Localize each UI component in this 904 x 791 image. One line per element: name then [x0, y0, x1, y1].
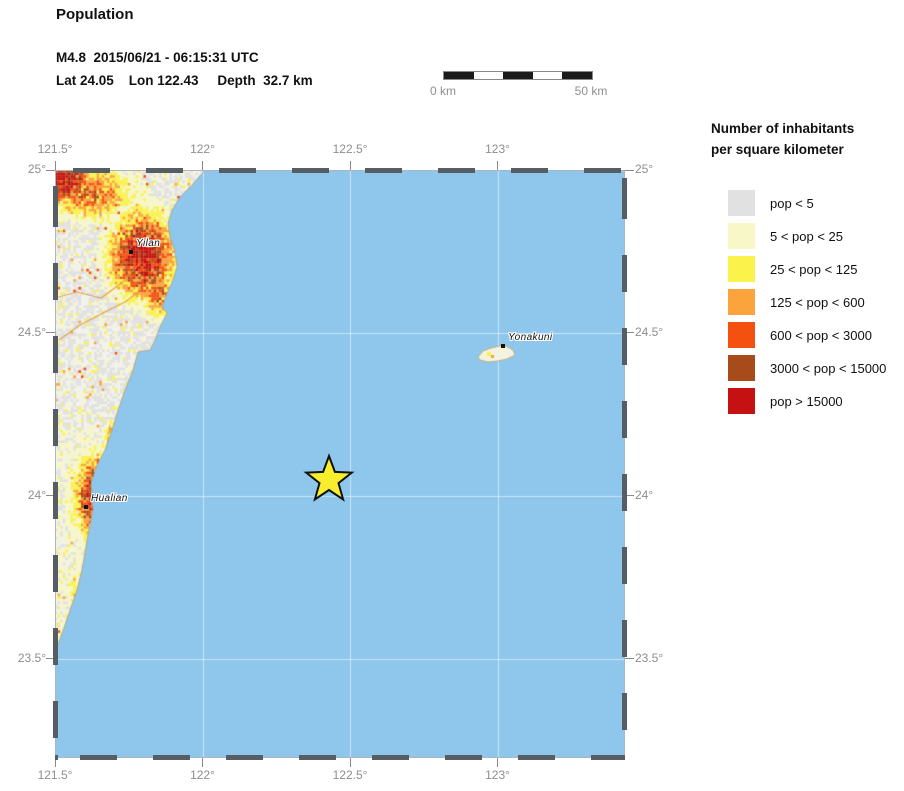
page-title: Population [56, 6, 134, 23]
lon-label-bottom: 122° [190, 768, 215, 782]
legend-color-swatch [728, 388, 755, 414]
epicenter-star-icon [303, 452, 355, 502]
legend-row: 5 < pop < 25 [728, 223, 886, 249]
legend-range-label: 25 < pop < 125 [770, 261, 858, 277]
legend-range-label: 3000 < pop < 15000 [770, 360, 887, 376]
lon-label-top: 123° [485, 142, 510, 156]
lon-label-bottom: 122.5° [332, 768, 368, 782]
legend-row: 600 < pop < 3000 [728, 322, 886, 348]
lon-tick [54, 758, 56, 767]
legend-range-label: 5 < pop < 25 [770, 228, 844, 244]
legend-color-swatch [728, 289, 755, 315]
lat-label-left: 24° [27, 487, 46, 502]
city-label-yonakuni: Yonakuni [508, 332, 553, 343]
lon-label-top: 121.5° [37, 142, 73, 156]
lat-tick [46, 658, 55, 660]
event-magnitude-time: M4.8 2015/06/21 - 06:15:31 UTC [56, 50, 259, 65]
lat-tick [46, 332, 55, 334]
legend-range-label: 125 < pop < 600 [770, 294, 865, 310]
lat-label-right: 23.5° [635, 650, 664, 665]
lat-label-left: 23.5° [17, 650, 46, 665]
legend-range-label: pop > 15000 [770, 393, 843, 409]
lat-tick [46, 169, 55, 171]
lat-label-right: 25° [635, 162, 654, 176]
map-area: Yilan Hualian Yonakuni [53, 168, 627, 760]
population-legend: Number of inhabitants per square kilomet… [711, 118, 904, 414]
lon-tick [497, 161, 499, 170]
legend-color-swatch [728, 355, 755, 381]
lat-tick [625, 495, 634, 497]
event-location-depth: Lat 24.05 Lon 122.43 Depth 32.7 km [56, 73, 313, 88]
legend-color-swatch [728, 190, 755, 216]
legend-row: 125 < pop < 600 [728, 289, 886, 315]
lat-tick [625, 169, 634, 171]
scale-end-label: 50 km [574, 84, 608, 98]
city-dot-hualian [83, 505, 88, 510]
map-scale-bar: 0 km 50 km [430, 71, 607, 101]
legend-range-label: 600 < pop < 3000 [770, 327, 872, 343]
scale-bar-segment [532, 72, 563, 79]
map-canvas [55, 170, 625, 758]
legend-color-swatch [728, 223, 755, 249]
scale-bar-segments [443, 71, 593, 80]
legend-row: 25 < pop < 125 [728, 256, 886, 282]
lon-tick [497, 758, 499, 767]
lon-tick [202, 758, 203, 767]
lat-label-right: 24.5° [635, 324, 664, 339]
legend-row: 3000 < pop < 15000 [728, 355, 886, 381]
scale-bar-segment [503, 72, 533, 79]
scale-bar-segment [562, 72, 592, 79]
legend-title-line1: Number of inhabitants [711, 121, 855, 136]
lon-label-top: 122.5° [332, 142, 368, 156]
scale-bar-segment [444, 72, 474, 79]
lon-label-bottom: 123° [485, 768, 510, 782]
legend-rows: pop < 5 5 < pop < 25 25 < pop < 125 125 < p… [728, 190, 886, 421]
legend-row: pop < 5 [728, 190, 886, 216]
lon-tick [54, 161, 56, 170]
lat-tick [625, 658, 634, 660]
legend-color-swatch [728, 322, 755, 348]
legend-row: pop > 15000 [728, 388, 886, 414]
lon-label-top: 122° [190, 142, 215, 156]
city-label-yilan: Yilan [136, 238, 161, 250]
lon-tick [349, 758, 351, 767]
lat-label-left: 25° [27, 162, 46, 176]
lat-label-right: 24° [635, 487, 654, 502]
city-dot-yilan [129, 250, 134, 255]
lon-label-bottom: 121.5° [37, 768, 73, 782]
legend-title-line2: per square kilometer [711, 142, 844, 157]
city-dot-yonakuni [501, 344, 506, 348]
legend-range-label: pop < 5 [770, 195, 814, 211]
lon-tick [349, 161, 351, 170]
scale-bar-segment [473, 72, 504, 79]
legend-color-swatch [728, 256, 755, 282]
lat-label-left: 24.5° [17, 324, 46, 339]
city-label-hualian: Hualian [90, 493, 128, 505]
lat-tick [46, 495, 55, 497]
lat-tick [625, 332, 634, 334]
scale-start-label: 0 km [429, 84, 457, 98]
lon-tick [202, 161, 203, 170]
